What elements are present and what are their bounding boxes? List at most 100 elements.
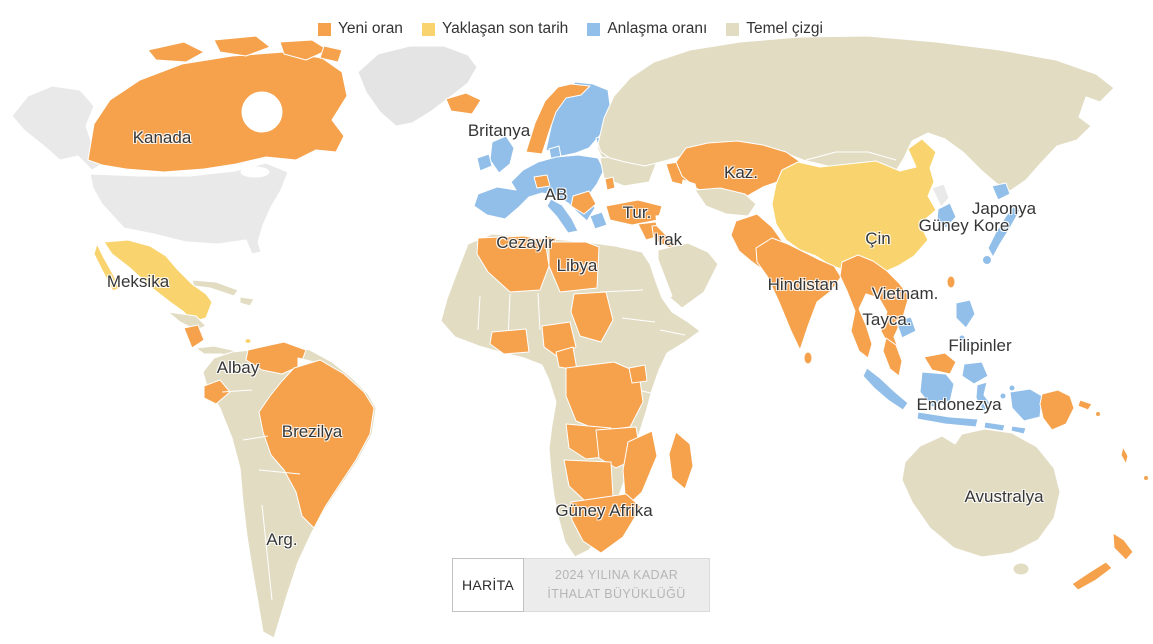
country-united-kingdom[interactable]: [489, 135, 515, 174]
country-chad[interactable]: [570, 291, 614, 343]
border-sahara-3: [537, 292, 541, 331]
country-trinidad[interactable]: [244, 338, 252, 344]
country-norway[interactable]: [525, 83, 591, 155]
country-hispaniola[interactable]: [239, 296, 255, 307]
country-canada[interactable]: [87, 51, 348, 173]
philippines-mindanao[interactable]: [961, 361, 989, 385]
country-new-caledonia[interactable]: [1120, 446, 1129, 465]
new-zealand-north[interactable]: [1112, 532, 1134, 561]
indonesia-java[interactable]: [916, 411, 979, 428]
country-australia[interactable]: [901, 428, 1061, 558]
legend-label-deadline: Yaklaşan son tarih: [441, 20, 569, 37]
country-fiji[interactable]: [1143, 475, 1149, 481]
border-sahara-1: [477, 295, 481, 331]
country-mozambique[interactable]: [622, 430, 658, 508]
country-greenland[interactable]: [357, 45, 478, 127]
malaysia-borneo[interactable]: [923, 352, 957, 375]
country-cambodia[interactable]: [895, 316, 917, 339]
country-nicaragua[interactable]: [183, 324, 205, 349]
legend-item-deadline: Yaklaşan son tarih: [421, 20, 569, 38]
country-venezuela[interactable]: [245, 341, 307, 375]
country-ghana-ivory-coast[interactable]: [489, 328, 530, 355]
canada-arctic-island-4[interactable]: [319, 45, 343, 63]
map-label-endonezya: Endonezya: [916, 395, 1002, 414]
indonesia-kalimantan[interactable]: [919, 371, 955, 408]
country-italy[interactable]: [546, 198, 579, 234]
canada-arctic-island-2[interactable]: [213, 35, 271, 57]
country-north-korea[interactable]: [931, 183, 950, 208]
legend-item-new-rate: Yeni oran: [318, 20, 403, 38]
indonesia-lesser-sunda-2[interactable]: [1010, 425, 1027, 435]
country-algeria[interactable]: [476, 235, 550, 293]
border-colombia-peru: [221, 389, 253, 393]
new-zealand-south[interactable]: [1071, 561, 1113, 591]
country-greece[interactable]: [589, 211, 608, 230]
japan-honshu[interactable]: [987, 205, 1021, 258]
country-united-states[interactable]: [89, 162, 289, 255]
png-island[interactable]: [1095, 411, 1101, 417]
country-mexico[interactable]: [103, 239, 213, 323]
country-iceland[interactable]: [445, 92, 482, 115]
indonesia-lesser-sunda-1[interactable]: [983, 421, 1006, 432]
border-chile-argentina: [261, 504, 273, 601]
red-sea: [647, 253, 673, 301]
region-central-asia[interactable]: [694, 187, 757, 217]
philippines-visayas-1[interactable]: [958, 334, 966, 342]
toggle-import-size-button[interactable]: 2024 YILINA KADAR İTHALAT BÜYÜKLÜĞÜ: [524, 558, 710, 612]
indonesia-west-papua[interactable]: [1009, 388, 1043, 422]
canada-arctic-island-1[interactable]: [147, 41, 205, 63]
country-uganda[interactable]: [628, 364, 648, 384]
country-cuba[interactable]: [191, 279, 239, 297]
philippines-visayas-2[interactable]: [968, 340, 976, 348]
indonesia-maluku-2[interactable]: [1008, 384, 1016, 392]
country-moldova[interactable]: [604, 176, 616, 191]
legend-item-deal: Anlaşma oranı: [587, 20, 707, 38]
map-label-ab: AB: [544, 185, 568, 204]
png-new-britain[interactable]: [1077, 399, 1093, 411]
map-label-arg: Arg.: [266, 530, 298, 549]
mexico-baja[interactable]: [93, 243, 121, 292]
map-label-avustralya: Avustralya: [964, 487, 1044, 506]
map-label-g-ney-afrika: Güney Afrika: [555, 501, 653, 520]
country-papua-new-guinea[interactable]: [1039, 389, 1075, 431]
country-madagascar[interactable]: [668, 431, 694, 490]
map-label-britanya: Britanya: [467, 121, 531, 140]
border-mongolia: [805, 151, 897, 161]
country-taiwan[interactable]: [946, 275, 956, 289]
border-bolivia-argentina: [258, 469, 301, 475]
country-ecuador[interactable]: [203, 379, 231, 405]
hudson-bay: [241, 91, 283, 133]
philippines-luzon[interactable]: [955, 299, 976, 329]
legend-swatch-baseline: [726, 22, 740, 36]
japan-kyushu[interactable]: [982, 255, 992, 265]
country-switzerland[interactable]: [533, 174, 551, 189]
border-peru-bolivia: [242, 435, 269, 441]
japan-hokkaido[interactable]: [991, 182, 1011, 201]
malay-peninsula[interactable]: [882, 337, 903, 377]
map-label-meksika: Meksika: [106, 272, 170, 291]
legend: Yeni oran Yaklaşan son tarih Anlaşma oranı…: [318, 20, 823, 38]
map-label-g-ney-kore: Güney Kore: [918, 216, 1010, 235]
country-iran[interactable]: [655, 210, 735, 262]
country-ireland[interactable]: [476, 153, 493, 172]
country-south-korea[interactable]: [936, 202, 957, 229]
country-india[interactable]: [755, 237, 842, 351]
indonesia-sulawesi[interactable]: [975, 381, 993, 412]
indonesia-sumatra[interactable]: [862, 367, 909, 411]
country-brazil[interactable]: [258, 359, 375, 529]
canada-arctic-island-3[interactable]: [279, 39, 329, 61]
legend-swatch-deadline: [421, 22, 435, 36]
country-libya[interactable]: [548, 241, 600, 293]
region-balkans[interactable]: [570, 190, 597, 215]
map-label-kanada: Kanada: [132, 128, 192, 147]
region-indochina[interactable]: [839, 254, 910, 359]
map-label-japonya: Japonya: [971, 199, 1037, 218]
country-south-africa[interactable]: [570, 493, 642, 554]
toggle-map-button[interactable]: HARİTA: [452, 558, 524, 612]
country-sri-lanka[interactable]: [803, 351, 813, 365]
indonesia-maluku-1[interactable]: [999, 392, 1007, 400]
border-sudan-egypt: [599, 289, 644, 293]
border-ethiopia-somalia: [659, 329, 686, 336]
australia-tasmania[interactable]: [1012, 562, 1030, 576]
